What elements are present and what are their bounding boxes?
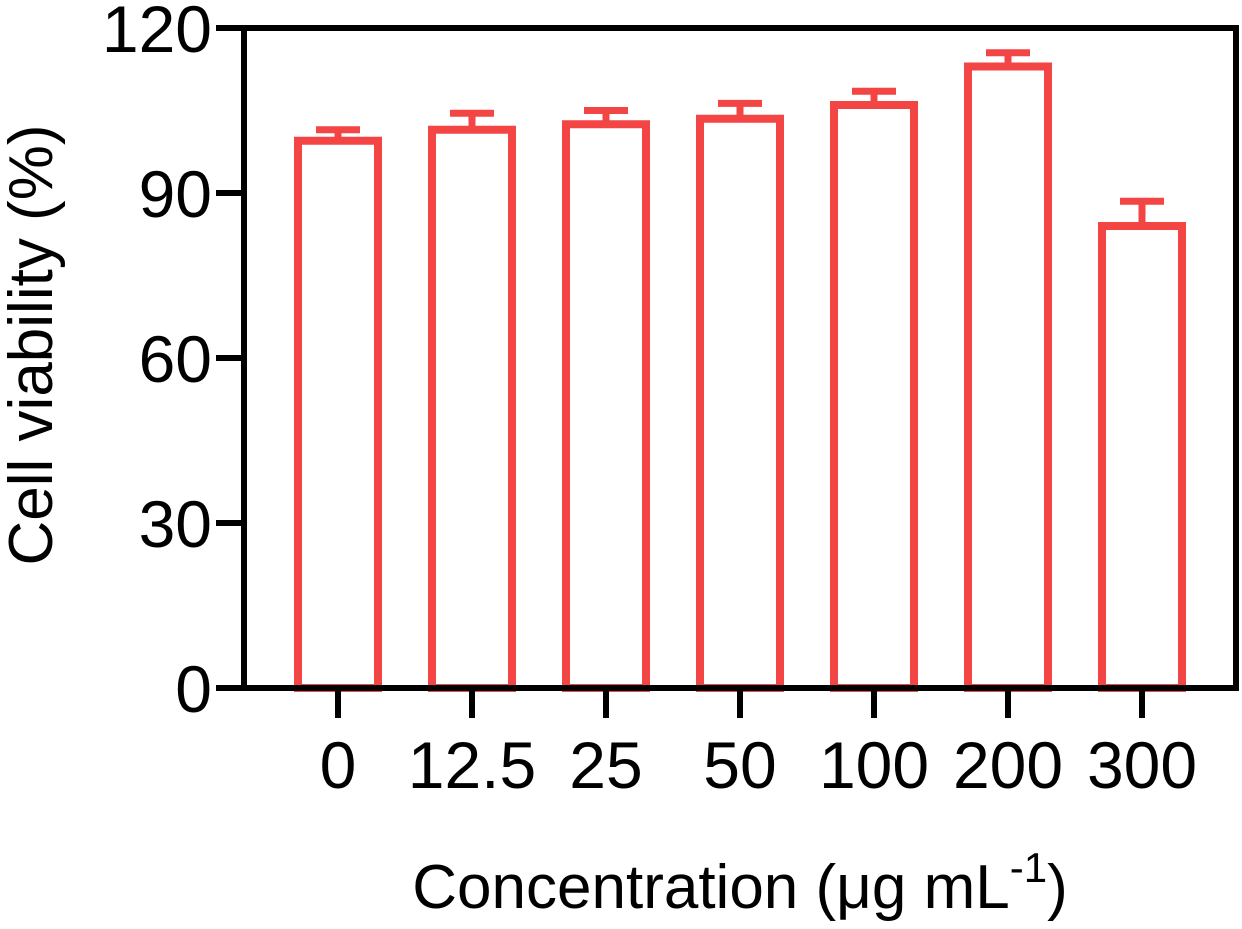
y-tick-label-120: 120 bbox=[102, 0, 212, 66]
y-tick-label-60: 60 bbox=[139, 322, 212, 396]
y-tick-label-0: 0 bbox=[175, 652, 212, 726]
x-tick-label-12.5: 12.5 bbox=[408, 728, 536, 802]
bar-25 bbox=[562, 120, 650, 692]
x-axis-label: Concentration (μg mL-1) bbox=[412, 844, 1067, 922]
x-tick-label-25: 25 bbox=[569, 728, 642, 802]
bar-300 bbox=[1098, 222, 1186, 692]
bar-200 bbox=[964, 62, 1052, 692]
bar-12.5 bbox=[428, 125, 516, 692]
y-tick-label-30: 30 bbox=[139, 487, 212, 561]
bar-50 bbox=[696, 114, 784, 692]
x-tick-label-100: 100 bbox=[819, 728, 929, 802]
y-axis-label: Cell viability (%) bbox=[0, 125, 66, 566]
bars-group bbox=[294, 49, 1186, 692]
x-tick-label-50: 50 bbox=[703, 728, 776, 802]
x-axis-label-suffix: ) bbox=[1047, 853, 1068, 922]
x-tick-label-0: 0 bbox=[320, 728, 357, 802]
bar-100 bbox=[830, 101, 918, 692]
x-axis-label-superscript: -1 bbox=[1010, 844, 1047, 891]
bar-0 bbox=[294, 136, 382, 692]
x-axis-label-text: Concentration (μg mL bbox=[412, 853, 1009, 922]
y-tick-label-90: 90 bbox=[139, 157, 212, 231]
x-tick-label-300: 300 bbox=[1087, 728, 1197, 802]
y-ticks-group: 0 30 60 90 120 bbox=[102, 0, 244, 726]
x-ticks-group: 0 12.5 25 50 100 200 300 bbox=[320, 688, 1197, 802]
x-tick-label-200: 200 bbox=[953, 728, 1063, 802]
